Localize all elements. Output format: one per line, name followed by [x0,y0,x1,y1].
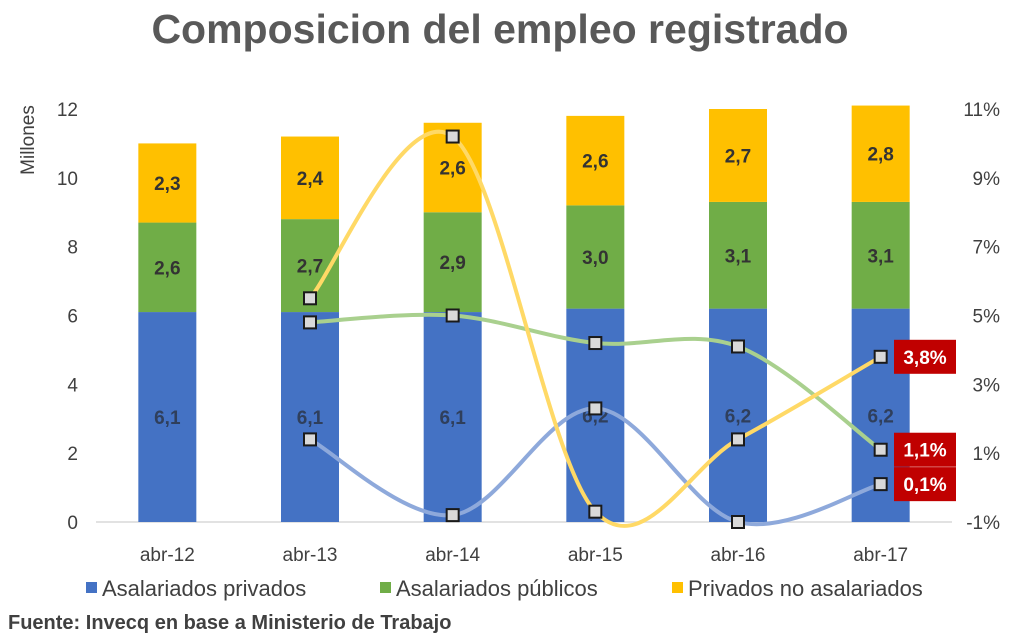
bar-segment [281,136,339,220]
callout-label: 3,8% [903,348,946,369]
bar-value-label: 2,8 [867,145,893,166]
bar-value-label: 2,3 [154,174,180,195]
growth-point-marker [873,349,888,364]
callout-box [894,432,956,467]
x-tick-label: abr-14 [425,545,480,566]
bar-segment [851,105,910,202]
y-axis-label: Millones [18,105,39,175]
bar-value-label: 2,7 [725,146,751,167]
x-tick-label: abr-16 [711,545,766,566]
growth-point-marker [445,129,460,144]
growth-point-marker [303,291,317,306]
bar-value-label: 3,0 [582,248,608,269]
bar-value-label: 2,7 [297,257,323,278]
y-tick-label: 0 [67,513,78,534]
growth-point-marker [588,336,603,351]
bar-segment [138,222,197,313]
x-tick-label: abr-13 [283,545,338,566]
legend-label: Asalariados privados [102,576,306,601]
growth-point-marker [873,442,888,457]
y2-tick-label: 5% [973,307,1001,328]
growth-point-marker [445,508,460,523]
bar-value-label: 2,6 [582,152,608,173]
growth-point-marker [445,308,460,323]
bar-value-label: 2,4 [297,169,324,190]
growth-point-marker [588,504,603,519]
growth-point-marker [303,432,317,447]
growth-point-marker [731,339,745,354]
bar-segment [851,201,910,309]
legend-swatch [86,582,97,593]
bar-value-label: 6,1 [297,408,324,429]
bar-segment [566,205,625,309]
x-tick-label: abr-12 [140,545,195,566]
y2-tick-label: 1% [973,444,1001,465]
callout-label: 1,1% [903,441,946,462]
callout-label: 0,1% [903,475,946,496]
bar-segment [423,212,482,313]
growth-point-marker [303,315,317,330]
bar-value-label: 3,1 [725,246,752,267]
y-tick-label: 2 [67,444,78,465]
y2-tick-label: 11% [963,100,1000,121]
legend-swatch [380,582,391,593]
bar-value-label: 6,1 [154,408,181,429]
legend-label: Asalariados públicos [396,576,598,601]
bar-value-label: 2,6 [439,159,465,180]
callout-box [894,467,956,502]
growth-point-marker [731,515,745,529]
y-tick-label: 6 [67,307,78,328]
growth-point-marker [873,477,888,492]
bar-segment [138,143,197,223]
x-tick-label: abr-15 [568,545,623,566]
callout-box [894,339,956,374]
y2-tick-label: -1% [966,513,1000,534]
bar-segment [138,312,197,522]
chart-title: Composicion del empleo registrado [151,6,849,52]
bar-segment [709,201,767,309]
growth-point-marker [588,401,603,416]
y2-tick-label: 9% [973,169,1001,190]
bar-value-label: 3,1 [867,246,894,267]
source-note: Fuente: Invecq en base a Ministerio de T… [8,612,452,634]
y2-tick-label: 7% [973,238,1001,259]
bar-value-label: 2,9 [439,253,465,274]
bar-value-label: 6,2 [725,406,751,427]
bar-value-label: 6,1 [439,408,466,429]
growth-line [308,129,882,528]
y-tick-label: 10 [57,169,78,190]
bar-value-label: 2,6 [154,258,180,279]
bar-segment [566,115,625,206]
bar-segment [281,312,339,522]
bar-value-label: 6,2 [867,406,893,427]
bar-segment [709,109,767,202]
y-tick-label: 8 [67,238,78,259]
legend-swatch [672,582,683,593]
legend-label: Privados no asalariados [688,576,923,601]
y-tick-label: 12 [57,100,78,121]
bar-segment [423,312,482,522]
y2-tick-label: 3% [973,375,1001,396]
growth-point-marker [731,432,745,447]
y-tick-label: 4 [67,375,78,396]
x-tick-label: abr-17 [853,545,908,566]
